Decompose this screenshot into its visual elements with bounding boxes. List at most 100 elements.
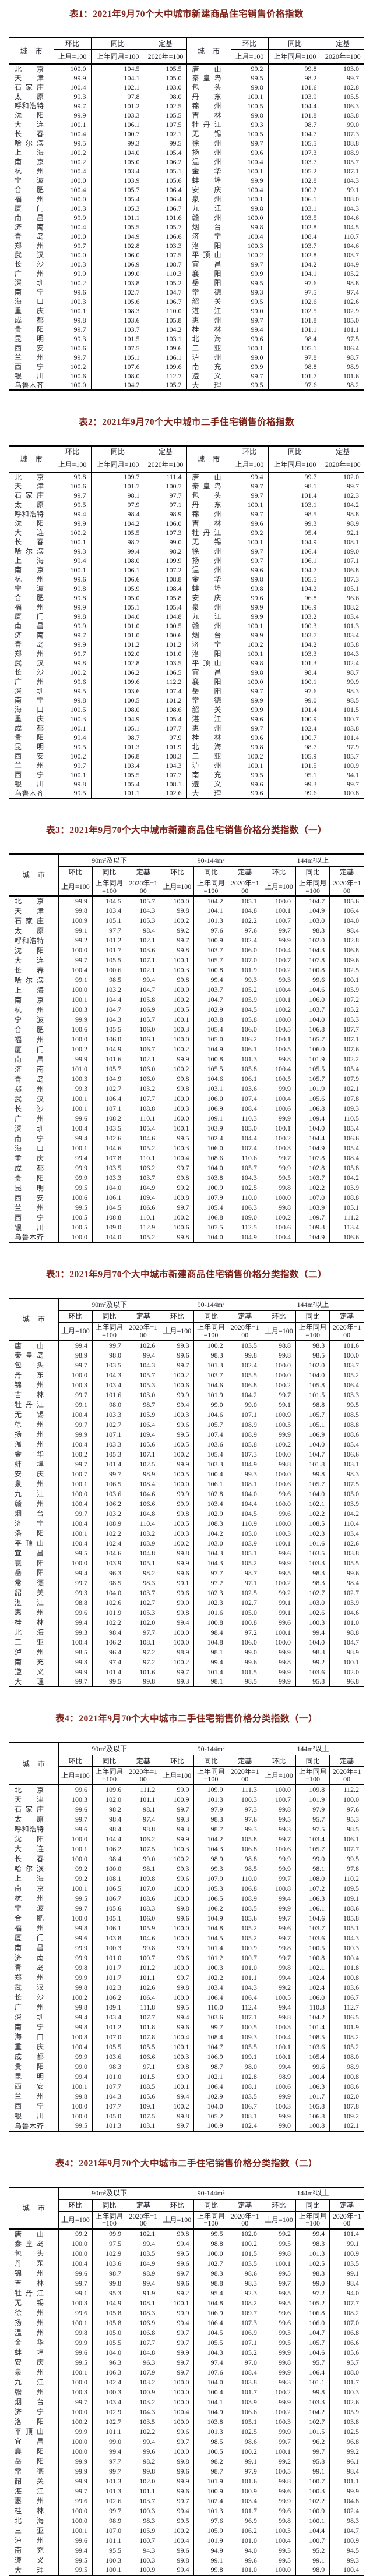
index-value: 106.6	[227, 2407, 262, 2417]
index-value: 110.0	[144, 306, 186, 316]
city-name: 武汉	[9, 1094, 58, 1104]
index-value: 103.6	[92, 2051, 126, 2062]
table-row: 长春 100.4 100.6 102.1 100.3 100.8 101.9 100.2 100…	[9, 965, 364, 976]
city-name-text: 济南	[15, 1954, 44, 1962]
index-value: 98.8	[58, 1597, 93, 1608]
index-value: 103.9	[90, 176, 145, 185]
index-value: 100.2	[160, 995, 194, 1005]
index-value: 101.1	[90, 213, 145, 222]
index-value: 105.2	[144, 381, 186, 390]
index-value: 100.0	[58, 2248, 93, 2259]
index-value: 100.5	[227, 2022, 262, 2032]
index-value: 103.9	[126, 1538, 160, 1549]
index-value: 99.9	[230, 269, 268, 278]
table-row: 银川 100.0 105.0 107.5 99.8 105.2 108.1 99.9 106.8…	[9, 2111, 364, 2121]
index-value: 103.3	[92, 1173, 126, 1184]
table-row: 昆明 99.4 101.0 101.5 99.9 102.1 102.8 98.9 100.4 1…	[9, 2071, 364, 2082]
index-value: 97.9	[193, 1804, 228, 1815]
index-value: 100.4	[58, 965, 93, 976]
index-value: 102.5	[126, 1459, 160, 1469]
index-value: 105.7	[295, 1844, 330, 1854]
city-name: 泸州	[186, 761, 231, 770]
index-value: 99.3	[160, 1677, 194, 1687]
index-value: 105.7	[321, 157, 364, 166]
index-value: 103.6	[92, 1489, 126, 1499]
index-value: 102.4	[227, 2121, 262, 2131]
city-name: 厦门	[9, 204, 54, 213]
index-value: 103.1	[268, 500, 322, 509]
city-name: 长春	[9, 1854, 58, 1864]
index-value: 106.9	[126, 2318, 160, 2328]
column-header-base: 上年同月=100	[295, 1766, 330, 1785]
city-name: 扬州	[9, 1429, 58, 1439]
city-name-text: 北海	[15, 1628, 44, 1637]
index-value: 100.0	[261, 1498, 296, 1509]
index-value: 106.2	[144, 157, 186, 166]
index-value: 99.6	[53, 575, 91, 584]
index-value: 99.6	[160, 1913, 194, 1923]
index-value: 103.9	[92, 1558, 126, 1568]
index-value: 103.5	[92, 1163, 126, 1174]
city-name: 泸州	[9, 1647, 58, 1657]
city-name-text: 秦皇岛	[192, 74, 221, 83]
city-name: 湛江	[9, 1597, 58, 1607]
city-name: 厦门	[9, 1933, 58, 1943]
index-value: 108.1	[92, 1873, 126, 1884]
index-value: 99.2	[230, 528, 268, 537]
index-value: 98.5	[227, 1863, 262, 1874]
index-value: 102.7	[126, 1597, 160, 1608]
index-value: 100.1	[58, 2367, 93, 2377]
table-row: 济宁 100.0 102.9 104.3 100.4 104.9 106.6 100.2 104…	[9, 2407, 364, 2417]
index-value: 105.4	[144, 148, 186, 157]
index-value: 106.8	[295, 2308, 330, 2318]
index-value: 106.9	[193, 2308, 228, 2318]
index-value: 102.8	[90, 241, 145, 250]
city-name-text: 济南	[15, 1065, 44, 1073]
city-name: 贵阳	[9, 733, 54, 742]
index-value: 99.8	[160, 2555, 194, 2566]
index-value: 100.1	[58, 1143, 93, 1154]
index-value: 101.5	[295, 2426, 330, 2437]
index-value: 99.5	[261, 2337, 296, 2348]
index-value: 102.4	[193, 1133, 228, 1144]
table-row: 济南 100.4 105.5 105.7 烟台 99.8 102.8 104.5	[9, 222, 364, 232]
index-value: 101.7	[295, 2091, 330, 2102]
index-value: 100.0	[58, 2446, 93, 2457]
index-value: 100.2	[160, 1657, 194, 1667]
index-value: 98.2	[126, 1568, 160, 1578]
column-header-metric: 定基	[321, 446, 364, 458]
index-value: 102.9	[193, 1005, 228, 1015]
index-value: 103.8	[92, 1933, 126, 1943]
index-value: 103.3	[295, 1558, 330, 1568]
city-name: 金华	[186, 166, 231, 176]
index-value: 105.2	[227, 2347, 262, 2358]
index-value: 103.2	[126, 1528, 160, 1539]
index-value: 99.9	[58, 2426, 93, 2437]
city-name-text: 宁波	[15, 1904, 44, 1913]
index-value: 106.3	[227, 1203, 262, 1213]
index-value: 100.3	[227, 1794, 262, 1805]
table-row: 海口 100.8 107.0 107.8 100.4 108.4 109.3 100.4 108…	[9, 2032, 364, 2042]
index-value: 103.4	[92, 906, 126, 916]
city-name-text: 湛江	[192, 307, 221, 316]
index-value: 100.0	[261, 1469, 296, 1479]
index-value: 100.8	[160, 1193, 194, 1203]
city-name: 泉州	[9, 1479, 58, 1489]
table-row: 成都 100.1 105.1 107.7 惠州 99.7 102.4 103.8	[9, 724, 364, 733]
index-value: 103.4	[321, 630, 364, 640]
index-value: 99.5	[261, 1173, 296, 1184]
city-name: 北海	[9, 1627, 58, 1637]
city-name-text: 天津	[15, 74, 44, 83]
index-value: 104.0	[193, 2377, 228, 2387]
index-value: 99.7	[58, 1677, 93, 1687]
city-name-text: 泉州	[192, 603, 221, 612]
city-name-text: 惠州	[15, 2497, 44, 2506]
index-value: 100.3	[160, 1143, 194, 1154]
index-value: 98.8	[193, 2278, 228, 2288]
index-value: 101.6	[268, 83, 322, 92]
city-name-text: 九江	[192, 612, 221, 621]
index-value: 101.9	[227, 965, 262, 976]
city-name-text: 石家庄	[15, 1805, 44, 1814]
table-row: 北海 99.3 98.4 97.7 100.0 98.4 97.2 100.1 99.4 98.8	[9, 1627, 364, 1638]
index-value: 104.5	[227, 1508, 262, 1519]
